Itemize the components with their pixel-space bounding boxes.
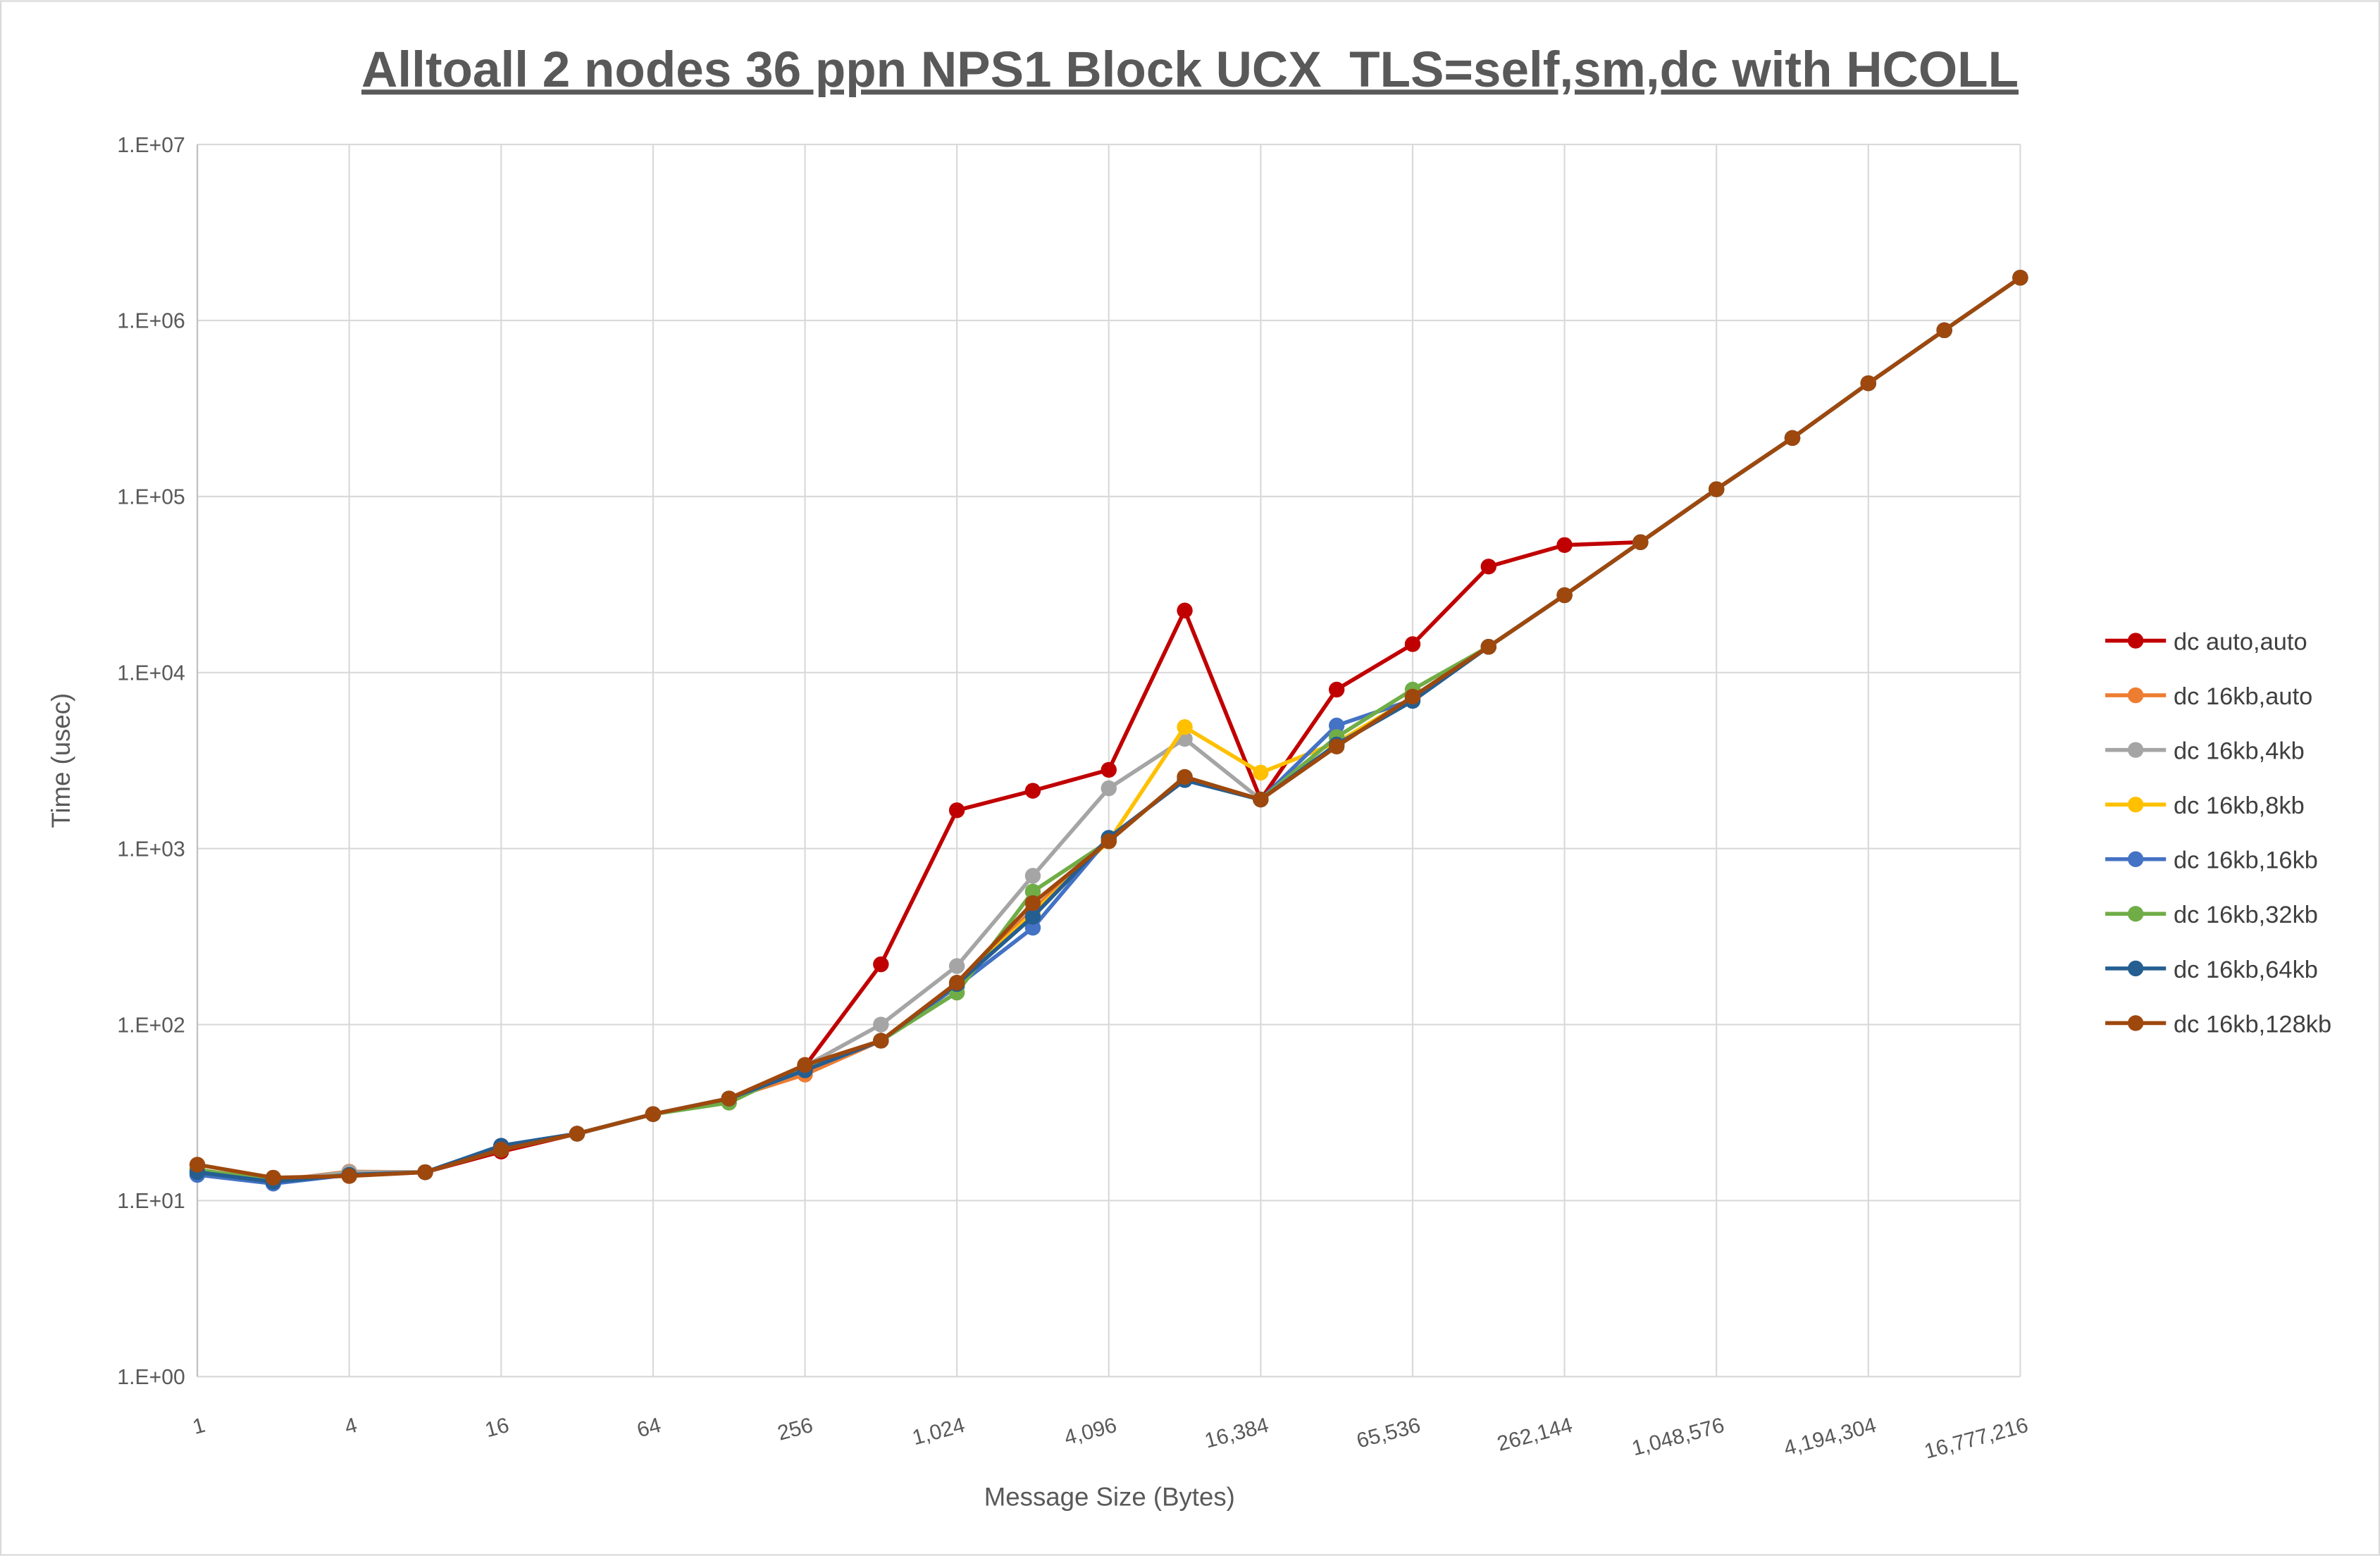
data-point	[189, 1157, 206, 1173]
x-axis-title: Message Size (Bytes)	[984, 1483, 1235, 1512]
legend-marker	[2127, 960, 2144, 977]
data-point	[1101, 833, 1117, 849]
data-point	[1024, 883, 1041, 900]
data-point	[1024, 783, 1041, 799]
data-point	[1404, 688, 1421, 705]
data-point	[1708, 481, 1725, 497]
data-point	[1328, 738, 1345, 754]
legend: dc auto,auto dc 16kb,auto dc 16kb,4kb dc 16…	[2105, 628, 2331, 1038]
y-tick-label: 1.E+06	[117, 310, 185, 333]
data-point	[2012, 270, 2028, 286]
data-point	[417, 1164, 433, 1181]
y-tick-label: 1.E+00	[117, 1366, 185, 1389]
data-point	[1480, 559, 1496, 575]
legend-label: dc 16kb,128kb	[2174, 1011, 2331, 1038]
data-point	[948, 958, 965, 974]
y-tick-label: 1.E+07	[117, 134, 185, 157]
legend-entry: dc 16kb,auto	[2105, 683, 2312, 710]
data-point	[1632, 534, 1649, 550]
y-tick-label: 1.E+05	[117, 486, 185, 509]
legend-label: dc 16kb,4kb	[2174, 738, 2305, 765]
y-tick-label: 1.E+02	[117, 1014, 185, 1037]
legend-entry: dc 16kb,4kb	[2105, 738, 2305, 765]
y-axis-title: Time (usec)	[47, 693, 75, 828]
data-point	[1936, 322, 1952, 339]
legend-marker	[2127, 742, 2144, 758]
data-point	[1860, 375, 1877, 392]
data-point	[1556, 587, 1573, 604]
data-point	[1177, 768, 1193, 785]
series-lines	[189, 270, 2028, 1192]
y-tick-label: 1.E+01	[117, 1190, 185, 1213]
data-point	[948, 802, 965, 819]
legend-entry: dc 16kb,128kb	[2105, 1011, 2331, 1038]
data-point	[1024, 895, 1041, 911]
data-point	[1024, 919, 1041, 936]
data-point	[1101, 780, 1117, 797]
data-point	[873, 956, 889, 973]
data-point	[1253, 791, 1269, 808]
data-point	[1177, 718, 1193, 735]
legend-entry: dc 16kb,8kb	[2105, 792, 2305, 819]
legend-label: dc auto,auto	[2174, 628, 2307, 655]
data-point	[873, 1016, 889, 1033]
legend-entry: dc 16kb,64kb	[2105, 957, 2318, 983]
y-tick-label: 1.E+03	[117, 838, 185, 861]
chart-title: Alltoall 2 nodes 36 ppn NPS1 Block UCX_T…	[361, 42, 2019, 98]
legend-label: dc 16kb,64kb	[2174, 957, 2318, 983]
data-point	[1177, 602, 1193, 618]
legend-label: dc 16kb,32kb	[2174, 902, 2318, 928]
data-point	[1024, 868, 1041, 884]
legend-marker	[2127, 633, 2144, 649]
data-point	[1404, 636, 1421, 652]
data-point	[1024, 909, 1041, 925]
legend-entry: dc auto,auto	[2105, 628, 2307, 655]
data-point	[493, 1141, 509, 1158]
legend-marker	[2127, 796, 2144, 813]
legend-marker	[2127, 1015, 2144, 1031]
data-point	[569, 1126, 585, 1142]
data-point	[873, 1033, 889, 1049]
data-point	[797, 1057, 813, 1073]
y-tick-labels: 1.E+00 1.E+01 1.E+02 1.E+03 1.E+04 1.E+05 1.E+…	[117, 134, 185, 1389]
legend-marker	[2127, 906, 2144, 922]
legend-entry: dc 16kb,32kb	[2105, 902, 2318, 928]
data-point	[721, 1090, 737, 1107]
legend-marker	[2127, 851, 2144, 867]
data-point	[948, 974, 965, 991]
data-point	[1556, 537, 1573, 553]
legend-label: dc 16kb,16kb	[2174, 847, 2318, 874]
data-point	[1784, 430, 1801, 446]
data-point	[1328, 717, 1345, 734]
data-point	[1101, 761, 1117, 778]
data-point	[341, 1168, 357, 1184]
legend-label: dc 16kb,auto	[2174, 683, 2312, 710]
legend-label: dc 16kb,8kb	[2174, 792, 2305, 819]
data-point	[1480, 639, 1496, 655]
data-point	[1328, 681, 1345, 698]
data-point	[1253, 764, 1269, 781]
series-dc-16kb-128kb	[189, 270, 2028, 1186]
data-point	[645, 1106, 662, 1122]
data-point	[265, 1169, 282, 1186]
y-tick-label: 1.E+04	[117, 662, 185, 685]
legend-marker	[2127, 687, 2144, 704]
legend-entry: dc 16kb,16kb	[2105, 847, 2318, 874]
